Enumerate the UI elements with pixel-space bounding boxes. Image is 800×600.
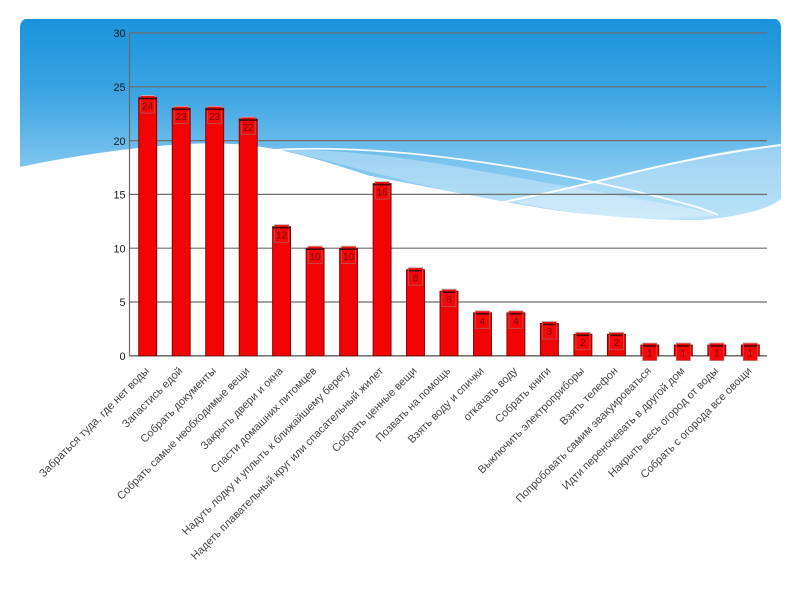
svg-text:25: 25 (113, 82, 125, 94)
svg-text:12: 12 (276, 230, 288, 241)
svg-text:10: 10 (113, 243, 125, 255)
svg-text:10: 10 (310, 252, 322, 263)
svg-text:15: 15 (113, 190, 125, 202)
svg-text:23: 23 (209, 112, 221, 123)
svg-text:2: 2 (614, 338, 620, 349)
svg-text:4: 4 (513, 317, 519, 328)
svg-text:8: 8 (413, 273, 419, 284)
svg-text:16: 16 (377, 187, 389, 198)
svg-text:30: 30 (113, 28, 125, 40)
svg-text:5: 5 (119, 297, 125, 309)
svg-text:4: 4 (480, 317, 486, 328)
svg-text:23: 23 (176, 112, 188, 123)
svg-text:22: 22 (243, 123, 255, 134)
svg-text:6: 6 (446, 295, 452, 306)
svg-text:3: 3 (547, 327, 553, 338)
svg-text:1: 1 (748, 349, 754, 360)
svg-text:10: 10 (343, 252, 355, 263)
svg-text:0: 0 (119, 351, 125, 363)
svg-text:1: 1 (681, 349, 687, 360)
svg-text:1: 1 (714, 349, 720, 360)
svg-text:2: 2 (580, 338, 586, 349)
svg-text:20: 20 (113, 136, 125, 148)
svg-text:24: 24 (142, 101, 154, 112)
svg-text:1: 1 (647, 349, 653, 360)
